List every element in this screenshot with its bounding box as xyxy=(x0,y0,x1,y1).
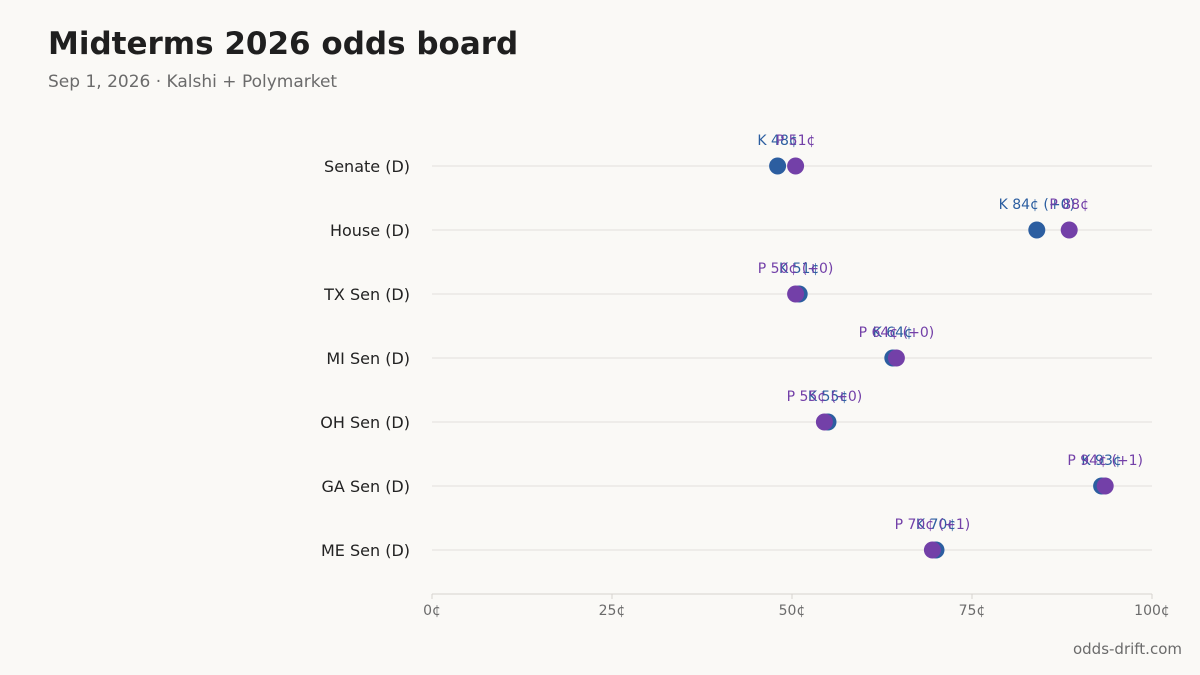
kalshi-value-label: K 93¢ xyxy=(1081,453,1121,469)
row-label: OH Sen (D) xyxy=(320,413,410,432)
row-label: TX Sen (D) xyxy=(323,285,410,304)
polymarket-dot xyxy=(1060,221,1078,239)
row-label: House (D) xyxy=(330,221,410,240)
row-label: MI Sen (D) xyxy=(326,349,410,368)
polymarket-dot xyxy=(787,157,805,175)
chart-subtitle: Sep 1, 2026 · Kalshi + Polymarket xyxy=(48,72,338,92)
kalshi-value-label: K 55¢ xyxy=(808,389,848,405)
kalshi-value-label: K 48¢ xyxy=(757,133,797,149)
polymarket-dot xyxy=(887,349,905,367)
polymarket-value-label: P 94¢ (+1) xyxy=(1067,453,1143,469)
polymarket-dot xyxy=(787,285,805,303)
kalshi-dot xyxy=(769,157,787,175)
polymarket-value-label: P 64¢ (+0) xyxy=(859,325,935,341)
row-label: Senate (D) xyxy=(324,157,410,176)
polymarket-dot xyxy=(1096,477,1114,495)
kalshi-dot xyxy=(1028,221,1046,239)
polymarket-value-label: P 50¢ (+0) xyxy=(758,261,834,277)
polymarket-dot xyxy=(923,541,941,559)
source-credit: odds-drift.com xyxy=(1072,640,1182,658)
row-label: ME Sen (D) xyxy=(321,541,410,560)
polymarket-value-label: P 51¢ xyxy=(776,133,816,149)
kalshi-value-label: K 84¢ (+0) xyxy=(999,197,1075,213)
polymarket-value-label: P 88¢ xyxy=(1049,197,1089,213)
chart-title: Midterms 2026 odds board xyxy=(48,26,519,62)
x-tick-label: 0¢ xyxy=(423,603,441,619)
kalshi-value-label: K 64¢ xyxy=(873,325,913,341)
kalshi-value-label: K 70¢ xyxy=(916,517,956,533)
kalshi-value-label: K 51¢ xyxy=(779,261,819,277)
x-tick-label: 50¢ xyxy=(779,603,806,619)
row-label: GA Sen (D) xyxy=(322,477,410,496)
polymarket-value-label: P 70¢ (+1) xyxy=(895,517,971,533)
x-tick-label: 100¢ xyxy=(1134,603,1170,619)
polymarket-value-label: P 55¢ (+0) xyxy=(787,389,863,405)
polymarket-dot xyxy=(815,413,833,431)
x-tick-label: 25¢ xyxy=(599,603,626,619)
x-tick-label: 75¢ xyxy=(959,603,986,619)
